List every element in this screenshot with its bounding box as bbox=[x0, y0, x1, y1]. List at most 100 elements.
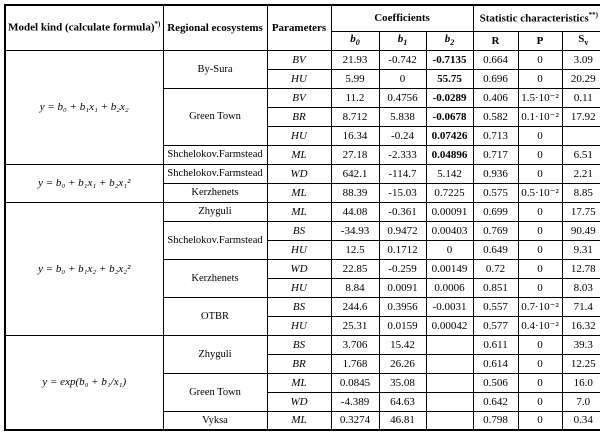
b1-value-cell: 64.63 bbox=[378, 391, 427, 412]
header-r: R bbox=[472, 30, 519, 51]
b2-value-cell: 0.07426 bbox=[425, 125, 474, 146]
p-value-cell: 0 bbox=[517, 353, 563, 374]
b0-value-cell: 642.1 bbox=[330, 163, 380, 184]
parameter-cell: ML bbox=[266, 182, 332, 203]
p-value-cell: 0 bbox=[517, 68, 563, 89]
header-p: P bbox=[517, 30, 563, 51]
b2-value-cell: 0.7225 bbox=[425, 182, 474, 203]
b2-value-cell: 55.75 bbox=[425, 68, 474, 89]
header-statistic-characteristics: Statistic characteristics**) bbox=[472, 4, 600, 32]
parameter-cell: BS bbox=[266, 334, 332, 355]
ecosystem-cell: Kerzhenets bbox=[162, 258, 268, 298]
parameter-cell: HU bbox=[266, 68, 332, 89]
p-value-cell: 0.1·10⁻² bbox=[517, 106, 563, 127]
p-value-cell: 0 bbox=[517, 258, 563, 279]
sv-value-cell: 16.0 bbox=[561, 372, 600, 393]
sv-value-cell: 20.29 bbox=[561, 68, 600, 89]
p-value-cell: 0 bbox=[517, 163, 563, 184]
parameter-cell: BV bbox=[266, 87, 332, 108]
sv-value-cell: 12.25 bbox=[561, 353, 600, 374]
ecosystem-cell: Shchelokov.Farmstead bbox=[162, 163, 268, 184]
r-value-cell: 0.642 bbox=[472, 391, 519, 412]
ecosystem-cell: Zhyguli bbox=[162, 201, 268, 222]
parameter-cell: ML bbox=[266, 372, 332, 393]
b2-value-cell: 0.00403 bbox=[425, 220, 474, 241]
b1-value-cell: -15.03 bbox=[378, 182, 427, 203]
sv-value-cell: 3.09 bbox=[561, 49, 600, 70]
p-value-cell: 0 bbox=[517, 220, 563, 241]
b2-value-cell bbox=[425, 334, 474, 355]
parameter-cell: BV bbox=[266, 49, 332, 70]
r-value-cell: 0.557 bbox=[472, 296, 519, 317]
p-value-cell: 0 bbox=[517, 410, 563, 431]
r-value-cell: 0.696 bbox=[472, 68, 519, 89]
b1-value-cell: 0.1712 bbox=[378, 239, 427, 260]
b1-value-cell: 0.4756 bbox=[378, 87, 427, 108]
sv-value-cell: 12.78 bbox=[561, 258, 600, 279]
sv-value-cell: 0.11 bbox=[561, 87, 600, 108]
table-row: y = exp(b₀ + b₁/x₁) Zhyguli BS 3.706 15.42 0.… bbox=[4, 334, 600, 431]
ecosystem-cell: By-Sura bbox=[162, 49, 268, 89]
sv-value-cell: 7.0 bbox=[561, 391, 600, 412]
b1-value-cell: 46.81 bbox=[378, 410, 427, 431]
sv-value-cell: 0.34 bbox=[561, 410, 600, 431]
b0-value-cell: 88.39 bbox=[330, 182, 380, 203]
p-value-cell: 0 bbox=[517, 144, 563, 165]
ecosystem-cell: Shchelokov.Farmstead bbox=[162, 220, 268, 260]
ecosystem-cell: Green Town bbox=[162, 372, 268, 412]
table-row: Kerzhenets WD 22.85 -0.259 0.00149 0.72 0 12.78 bbox=[5, 258, 600, 298]
table-row: Vyksa ML 0.3274 46.81 0.798 0 0.34 bbox=[5, 410, 600, 431]
b1-value-cell: 0.9472 bbox=[378, 220, 427, 241]
ecosystem-cell: Zhyguli bbox=[162, 334, 268, 374]
r-value-cell: 0.406 bbox=[472, 87, 519, 108]
p-value-cell: 0 bbox=[517, 201, 563, 222]
b1-value-cell: 35.08 bbox=[378, 372, 427, 393]
ecosystem-cell: Green Town bbox=[162, 87, 268, 146]
b0-value-cell: 1.768 bbox=[330, 353, 380, 374]
b2-value-cell: -0.7135 bbox=[425, 49, 474, 70]
parameter-cell: ML bbox=[266, 410, 332, 431]
p-value-cell: 0 bbox=[517, 277, 563, 298]
sv-value-cell bbox=[561, 125, 600, 146]
table-header: Model kind (calculate formula)*) Regiona… bbox=[4, 4, 600, 51]
b0-value-cell: 21.93 bbox=[330, 49, 380, 70]
sv-value-cell: 16.32 bbox=[561, 315, 600, 336]
parameter-cell: BR bbox=[266, 353, 332, 374]
parameter-cell: ML bbox=[266, 144, 332, 165]
sv-value-cell: 9.31 bbox=[561, 239, 600, 260]
p-value-cell: 1.5·10⁻² bbox=[517, 87, 563, 108]
p-value-cell: 0 bbox=[517, 334, 563, 355]
r-value-cell: 0.72 bbox=[472, 258, 519, 279]
r-value-cell: 0.798 bbox=[472, 410, 519, 431]
b0-value-cell: 22.85 bbox=[330, 258, 380, 279]
table-row: Shchelokov.Farmstead ML 27.18 -2.333 0.04896… bbox=[5, 144, 600, 165]
b0-value-cell: 27.18 bbox=[330, 144, 380, 165]
sv-value-cell: 39.3 bbox=[561, 334, 600, 355]
b1-value-cell: -0.259 bbox=[378, 258, 427, 279]
b2-value-cell bbox=[425, 353, 474, 374]
sv-value-cell: 17.75 bbox=[561, 201, 600, 222]
parameter-cell: HU bbox=[266, 239, 332, 260]
parameter-cell: HU bbox=[266, 125, 332, 146]
b0-value-cell: 0.3274 bbox=[330, 410, 380, 431]
b1-value-cell: 0.3956 bbox=[378, 296, 427, 317]
r-value-cell: 0.575 bbox=[472, 182, 519, 203]
table-row: BR 1.768 26.26 0.614 0 12.25 bbox=[5, 353, 600, 374]
b1-value-cell: -0.742 bbox=[378, 49, 427, 70]
b1-value-cell: -0.361 bbox=[378, 201, 427, 222]
b2-value-cell: -0.0031 bbox=[425, 296, 474, 317]
b1-value-cell: -114.7 bbox=[378, 163, 427, 184]
ecosystem-cell: OTBR bbox=[162, 296, 268, 336]
parameter-cell: WD bbox=[266, 391, 332, 412]
b0-value-cell: 8.712 bbox=[330, 106, 380, 127]
b1-value-cell: 15.42 bbox=[378, 334, 427, 355]
parameter-cell: BS bbox=[266, 296, 332, 317]
b0-value-cell: 8.84 bbox=[330, 277, 380, 298]
table-body: y = b₀ + b₁x₁ + b₂x₂ By-Sura BV 21.93 -0.742… bbox=[4, 49, 600, 431]
r-value-cell: 0.577 bbox=[472, 315, 519, 336]
model-formula-cell: y = b₀ + b₁x₁ + b₂x₂ bbox=[4, 49, 164, 165]
r-value-cell: 0.614 bbox=[472, 353, 519, 374]
r-value-cell: 0.936 bbox=[472, 163, 519, 184]
b2-value-cell: 0.00042 bbox=[425, 315, 474, 336]
header-model-kind: Model kind (calculate formula)*) bbox=[4, 4, 164, 51]
